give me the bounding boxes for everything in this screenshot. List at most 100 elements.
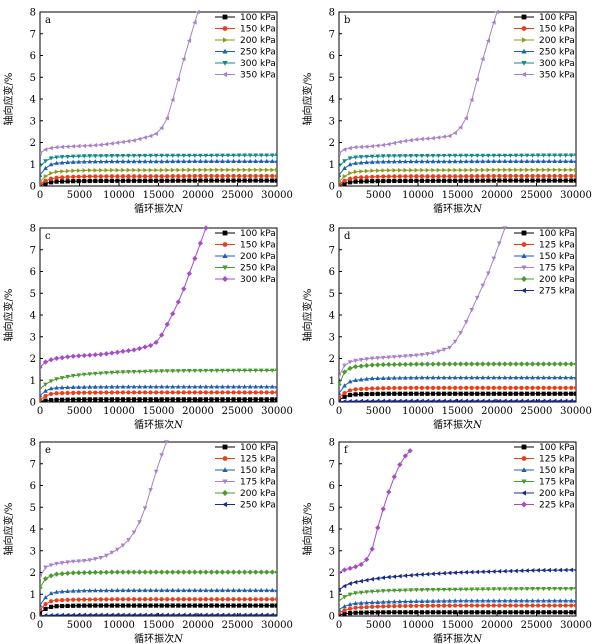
data-point: [452, 570, 457, 575]
series-line: [40, 160, 277, 176]
data-point: [480, 283, 486, 288]
data-point: [115, 174, 120, 179]
data-point: [264, 569, 270, 575]
data-point: [220, 397, 225, 402]
data-point: [342, 595, 347, 600]
data-point: [558, 385, 563, 390]
data-point: [264, 167, 270, 173]
data-point: [92, 154, 98, 159]
data-point: [486, 598, 491, 603]
legend-marker: [521, 14, 527, 20]
data-point: [436, 159, 441, 164]
data-point: [452, 598, 458, 603]
data-point: [475, 610, 480, 615]
data-point: [170, 178, 175, 183]
data-point: [214, 158, 220, 163]
data-point: [59, 144, 64, 150]
data-point: [164, 569, 170, 575]
data-point: [397, 159, 403, 164]
data-point: [502, 153, 508, 158]
data-point: [197, 569, 203, 575]
series-line: [40, 11, 199, 154]
data-point: [253, 167, 259, 173]
data-point: [414, 153, 419, 159]
x-axis-title-text: 循环振次: [433, 418, 473, 431]
data-point: [247, 569, 253, 575]
data-point: [547, 603, 552, 608]
x-tick-label: 20000: [182, 620, 214, 631]
data-point: [87, 603, 92, 608]
data-point: [131, 384, 137, 389]
data-point: [209, 158, 214, 163]
data-point: [264, 397, 269, 402]
series-100-kpa: [339, 391, 576, 402]
data-point: [552, 178, 557, 183]
data-point: [59, 612, 64, 616]
data-point: [491, 178, 496, 183]
data-point: [142, 178, 148, 183]
data-point: [76, 168, 82, 173]
data-point: [381, 604, 386, 609]
data-point: [430, 610, 436, 615]
data-point: [408, 385, 413, 391]
data-point: [226, 167, 231, 173]
data-point: [458, 610, 463, 615]
data-point: [485, 398, 491, 402]
data-point: [513, 603, 519, 608]
data-point: [375, 174, 380, 179]
data-point: [165, 597, 170, 602]
data-point: [359, 386, 364, 392]
x-tick-label: 10000: [402, 190, 434, 201]
data-point: [370, 174, 375, 179]
data-point: [65, 144, 70, 149]
data-point: [71, 397, 76, 402]
data-point: [339, 587, 341, 593]
data-point: [248, 167, 253, 173]
data-point: [175, 384, 181, 389]
y-tick-label: 6: [30, 51, 36, 62]
data-point: [491, 20, 496, 25]
data-point: [148, 397, 153, 402]
data-point: [447, 391, 452, 396]
data-point: [519, 153, 524, 158]
data-point: [154, 397, 159, 402]
data-point: [546, 361, 552, 367]
data-point: [236, 587, 242, 593]
data-point: [535, 153, 541, 158]
legend-marker: [222, 37, 228, 43]
data-point: [475, 391, 480, 396]
data-point: [358, 561, 364, 568]
data-point: [524, 398, 529, 402]
data-point: [104, 371, 109, 376]
data-point: [92, 588, 98, 593]
data-point: [104, 603, 109, 608]
data-point: [342, 390, 347, 396]
data-point: [110, 167, 115, 173]
data-point: [563, 567, 568, 573]
data-point: [176, 167, 181, 173]
data-point: [497, 167, 502, 173]
data-point: [214, 612, 219, 616]
data-point: [536, 167, 541, 173]
data-point: [381, 168, 386, 173]
data-point: [175, 299, 181, 305]
legend-entry: 150 kPa: [240, 25, 276, 35]
legend-entry: 225 kPa: [539, 501, 575, 511]
data-point: [70, 570, 76, 576]
data-point: [408, 391, 413, 396]
data-point: [274, 613, 277, 616]
data-point: [104, 597, 109, 602]
data-point: [71, 390, 76, 395]
data-point: [469, 391, 474, 396]
data-point: [353, 387, 358, 392]
data-point: [82, 397, 87, 402]
legend-marker: [222, 230, 228, 236]
legend-marker: [222, 14, 228, 20]
x-axis-title: 循环振次N: [134, 632, 184, 644]
data-point: [386, 154, 392, 159]
data-point: [187, 597, 192, 602]
data-point: [563, 375, 569, 380]
data-point: [408, 159, 414, 164]
data-point: [264, 603, 269, 608]
data-point: [153, 469, 159, 474]
